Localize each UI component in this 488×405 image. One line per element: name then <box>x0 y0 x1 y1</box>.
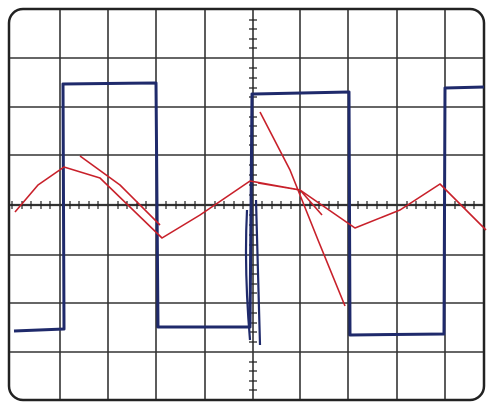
oscilloscope-screen <box>0 0 488 405</box>
page <box>0 0 488 405</box>
background <box>0 0 488 405</box>
